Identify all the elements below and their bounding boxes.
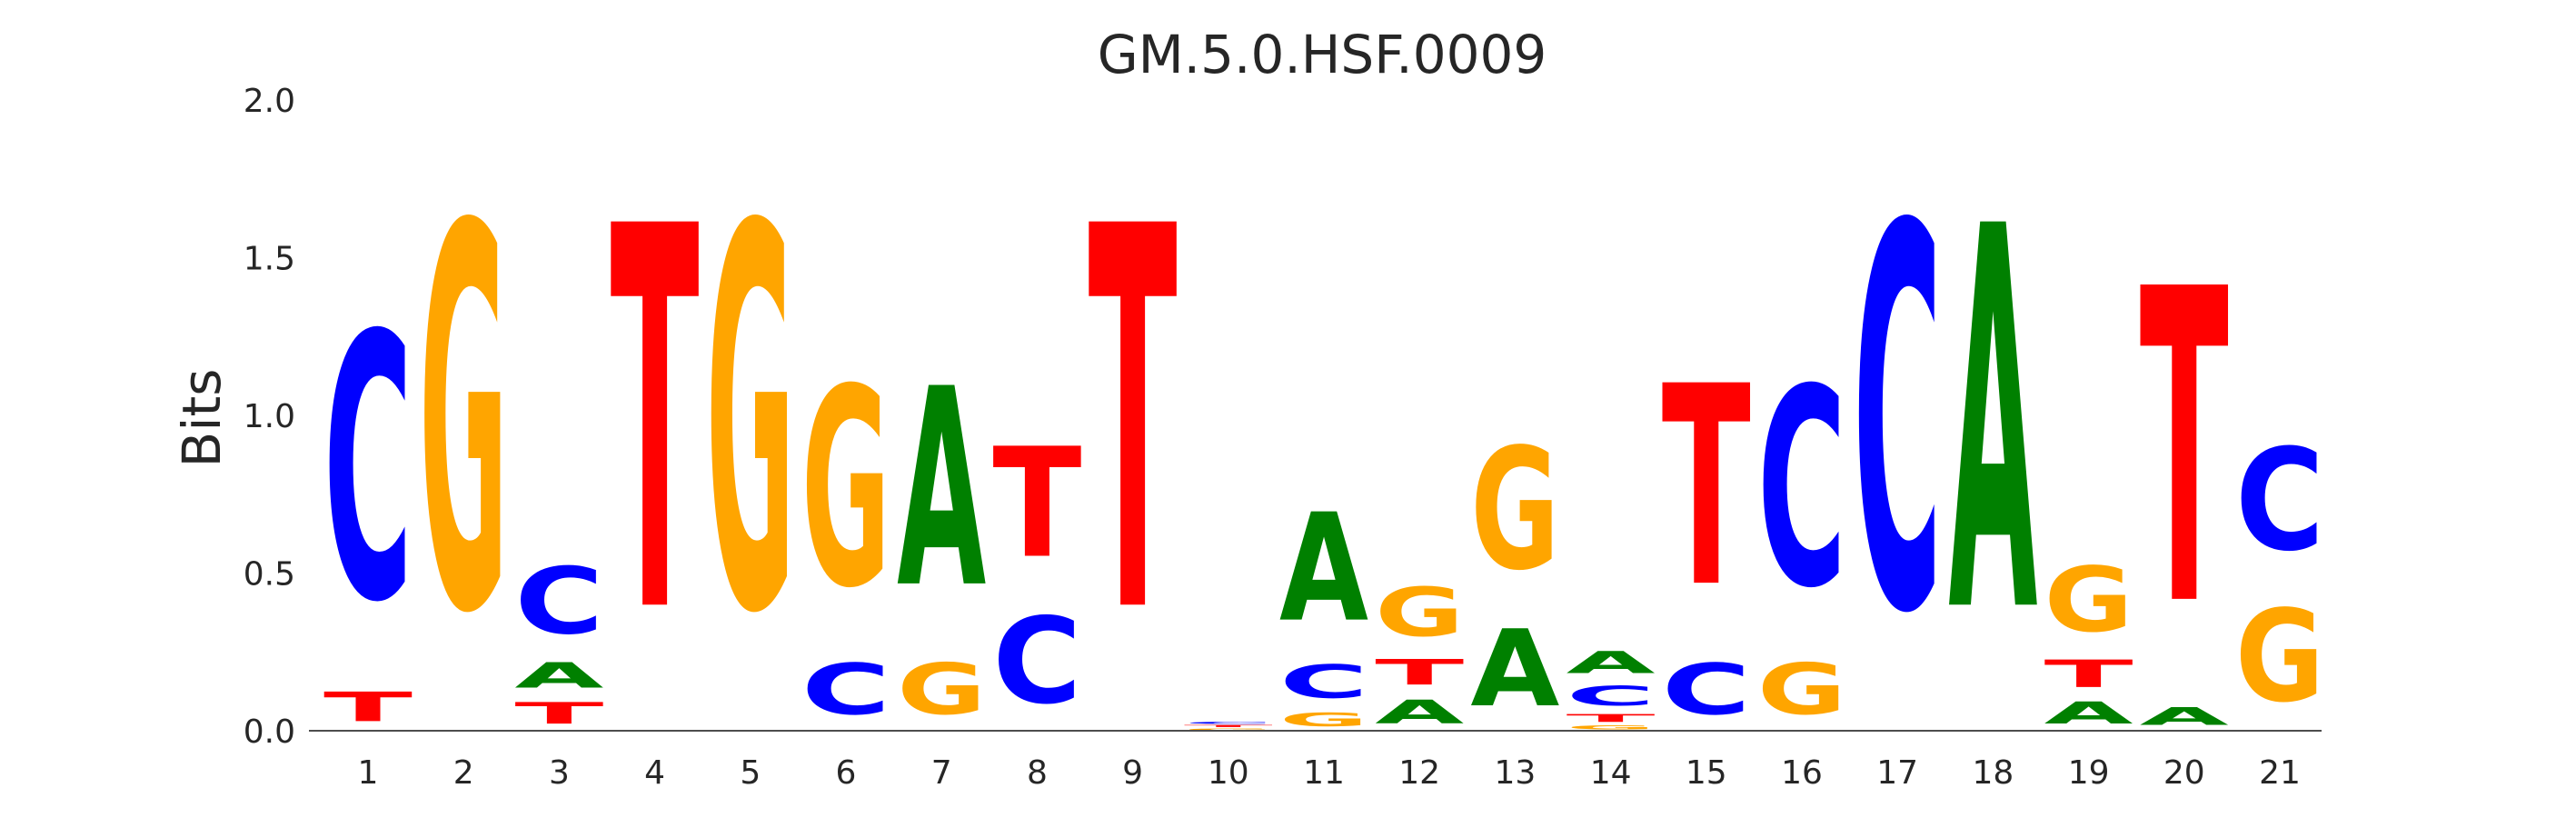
y-axis-label: Bits <box>171 369 233 468</box>
y-axis-ticks: 0.0 0.5 1.0 1.5 2.0 <box>244 83 295 751</box>
y-tick-label: 1.5 <box>244 241 295 278</box>
logo-letter-G: G <box>1757 649 1846 731</box>
logo-letter-A: A <box>1375 693 1464 731</box>
logo-letter-C: C <box>1566 680 1656 712</box>
logo-letter-G: G <box>801 330 890 647</box>
logo-letter-C: C <box>2235 420 2324 584</box>
x-tick-label: 2 <box>453 754 474 792</box>
x-tick-label: 13 <box>1494 754 1536 792</box>
logo-letter-T: T <box>323 683 413 731</box>
logo-letter-G: G <box>2235 584 2324 731</box>
logo-letter-C: C <box>514 548 603 655</box>
logo-letter-C: C <box>992 593 1081 731</box>
x-tick-label: 1 <box>358 754 379 792</box>
x-tick-label: 18 <box>1972 754 2014 792</box>
logo-letter-A: A <box>1566 645 1656 680</box>
logo-letter-C: C <box>1279 655 1368 709</box>
logo-letter-A: A <box>1279 483 1368 655</box>
logo-letter-T: T <box>1662 327 1751 648</box>
logo-letter-T: T <box>1375 652 1464 693</box>
logo-letter-T: T <box>2044 652 2133 695</box>
x-tick-label: 5 <box>740 754 761 792</box>
logo-letter-T: T <box>1566 712 1656 724</box>
x-tick-label: 15 <box>1686 754 1727 792</box>
logo-letter-T: T <box>2140 199 2230 701</box>
y-tick-label: 0.0 <box>244 713 295 751</box>
y-tick-label: 1.0 <box>244 398 295 435</box>
y-tick-label: 2.0 <box>244 83 295 120</box>
logo-letter-T: T <box>611 118 701 730</box>
logo-letter-A: A <box>2044 696 2134 731</box>
x-tick-label: 4 <box>644 754 665 792</box>
logo-letter-A: A <box>2140 703 2229 731</box>
logo-letter-A: A <box>1948 116 2038 729</box>
y-tick-label: 0.5 <box>244 556 295 594</box>
logo-letter-C: C <box>1853 116 1942 729</box>
x-tick-label: 7 <box>931 754 952 792</box>
logo-letter-T: T <box>514 696 603 731</box>
logo-letter-C: C <box>801 649 890 731</box>
logo-letter-C: C <box>1757 331 1846 648</box>
logo-letter-G: G <box>2044 548 2133 652</box>
logo-letter-G: G <box>1375 574 1464 653</box>
x-tick-label: 16 <box>1781 754 1823 792</box>
chart-title: GM.5.0.HSF.0009 <box>1098 24 1547 85</box>
x-tick-label: 12 <box>1398 754 1440 792</box>
logo-letter-G: G <box>1470 413 1559 608</box>
logo-letter-C: C <box>1184 722 1273 724</box>
x-tick-label: 3 <box>549 754 570 792</box>
logo-letter-T: T <box>1184 724 1273 727</box>
logo-letter-G: G <box>897 649 986 731</box>
logo-letter-C: C <box>1662 649 1751 731</box>
logo-letter-C: C <box>323 260 413 683</box>
logo-letter-G: G <box>706 117 795 729</box>
logo-letter-T: T <box>1089 118 1179 730</box>
x-tick-label: 11 <box>1303 754 1345 792</box>
x-tick-label: 14 <box>1590 754 1632 792</box>
logo-letter-A: A <box>514 655 603 696</box>
logo-letter-G: G <box>1566 724 1656 731</box>
x-tick-label: 10 <box>1208 754 1249 792</box>
x-tick-label: 19 <box>2068 754 2110 792</box>
x-tick-label: 20 <box>2163 754 2205 792</box>
logo-letter-G: G <box>419 117 508 729</box>
logo-letter-A: A <box>897 333 986 649</box>
x-tick-label: 6 <box>836 754 857 792</box>
x-tick-label: 8 <box>1027 754 1048 792</box>
x-tick-label: 21 <box>2259 754 2301 792</box>
logo-letter-G: G <box>1279 709 1368 731</box>
logo-letter-T: T <box>992 415 1081 592</box>
x-axis-ticks: 1 2 3 4 5 6 7 8 9 10 11 12 13 14 15 16 17 18 19 20 21 <box>358 754 2301 792</box>
x-tick-label: 9 <box>1122 754 1143 792</box>
logo-letter-A: A <box>1470 607 1559 730</box>
logo-letter-G: G <box>1184 728 1273 731</box>
x-tick-label: 17 <box>1876 754 1918 792</box>
